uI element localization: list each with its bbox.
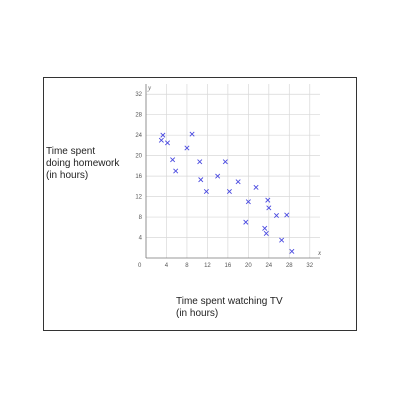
data-point xyxy=(160,132,166,138)
data-point xyxy=(222,159,228,165)
data-point xyxy=(198,177,204,183)
data-point xyxy=(197,159,203,165)
axes xyxy=(145,84,320,259)
x-tick-label: 20 xyxy=(245,263,252,269)
data-point xyxy=(243,219,249,225)
data-point xyxy=(273,213,280,219)
x-tick-label: 8 xyxy=(185,263,189,269)
data-point xyxy=(170,157,176,163)
y-axis-letter: y xyxy=(147,84,152,92)
origin-label: 0 xyxy=(138,263,142,269)
data-point xyxy=(164,140,171,146)
y-tick-label: 32 xyxy=(135,92,142,98)
x-tick-label: 28 xyxy=(286,263,293,269)
x-tick-label: 12 xyxy=(204,263,211,269)
x-tick-label: 24 xyxy=(265,263,272,269)
data-point xyxy=(279,237,285,243)
data-point xyxy=(235,179,241,185)
data-point xyxy=(226,188,232,194)
y-tick-label: 12 xyxy=(135,195,142,201)
y-tick-label: 24 xyxy=(135,133,142,139)
data-point xyxy=(262,225,268,231)
data-point xyxy=(289,248,295,254)
data-point xyxy=(203,188,209,194)
data-point xyxy=(189,131,195,137)
data-points xyxy=(158,131,295,254)
data-point xyxy=(158,137,164,143)
data-point xyxy=(215,173,221,179)
x-tick-label: 4 xyxy=(165,263,169,269)
x-tick-label: 32 xyxy=(306,263,313,269)
data-point xyxy=(184,145,190,151)
data-point xyxy=(245,199,251,205)
data-point xyxy=(253,184,259,190)
grid xyxy=(146,84,320,258)
data-point xyxy=(263,230,269,236)
y-tick-label: 4 xyxy=(139,236,143,242)
y-tick-label: 28 xyxy=(135,113,142,119)
tick-labels: x y 0 4 8 12 16 20 24 28 32 4 8 12 16 20 24 28 32 xyxy=(135,84,322,269)
y-axis-label: Time spent doing homework (in hours) xyxy=(46,146,120,181)
data-point xyxy=(265,197,271,203)
data-point xyxy=(284,212,290,218)
data-point xyxy=(266,205,272,211)
x-tick-label: 16 xyxy=(225,263,232,269)
y-tick-label: 8 xyxy=(139,215,143,221)
chart-frame xyxy=(43,77,357,331)
y-tick-label: 16 xyxy=(135,174,142,180)
data-point xyxy=(173,168,179,174)
y-tick-label: 20 xyxy=(135,154,142,160)
x-axis-letter: x xyxy=(317,249,322,257)
x-axis-label: Time spent watching TV (in hours) xyxy=(176,296,283,319)
